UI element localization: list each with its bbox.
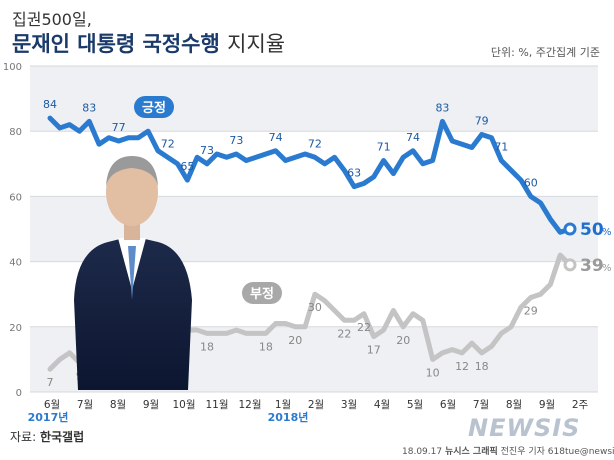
end-marker [563, 258, 577, 272]
data-label: 20 [288, 334, 302, 347]
x-tick-label: 2월 [308, 399, 324, 411]
data-label: 20 [396, 334, 410, 347]
x-tick-label: 7월 [473, 399, 489, 411]
data-label: 17 [367, 344, 381, 357]
credit: 18.09.17 뉴시스 그래픽 전진우 기자 618tue@newsis.co… [402, 444, 614, 457]
x-tick-label: 2주 [572, 399, 589, 411]
data-label: 74 [269, 131, 283, 144]
x-tick-label: 1월 [275, 399, 291, 411]
data-label: 73 [200, 144, 214, 157]
x-tick-label: 12월 [238, 399, 261, 411]
x-tick-label: 8월 [506, 399, 522, 411]
data-label: 83 [82, 101, 96, 114]
legend-badge [242, 282, 282, 304]
x-tick-label: 5월 [407, 399, 423, 411]
source-value: 한국갤럽 [39, 430, 85, 444]
end-value-label: 50 [580, 220, 604, 240]
data-label: 71 [377, 141, 391, 154]
x-tick-label: 6월 [44, 399, 60, 411]
y-tick-label: 60 [9, 192, 22, 203]
x-tick-label: 3월 [341, 399, 357, 411]
data-label: 29 [524, 304, 538, 317]
x-tick-label: 4월 [374, 399, 390, 411]
data-label: 10 [426, 366, 440, 379]
source-label: 자료: [10, 430, 37, 444]
title-subtitle2: 지지율 [227, 32, 286, 56]
series-line [47, 115, 573, 235]
title-subtitle: 국정수행 [142, 32, 220, 56]
x-tick-label: 9월 [143, 399, 159, 411]
y-tick-label: 20 [9, 323, 22, 334]
grid-band [30, 66, 598, 132]
data-label: 18 [200, 340, 214, 353]
data-label: 22 [357, 321, 371, 334]
page-title: 문재인 대통령 국정수행 지지율 [12, 28, 285, 58]
end-value-label: 39 [580, 256, 604, 276]
credit-date: 18.09.17 [402, 447, 443, 457]
data-label: 74 [406, 131, 420, 144]
credit-org: 뉴시스 그래픽 [444, 447, 498, 457]
y-tick-label: 0 [16, 388, 22, 399]
legend-label: 부정 [250, 286, 274, 302]
x-tick-label: 6월 [440, 399, 456, 411]
title-main-text: 문재인 대통령 [12, 32, 136, 56]
data-label: 22 [337, 327, 351, 340]
x-tick-label: 10월 [172, 399, 195, 411]
president-photo [74, 156, 192, 390]
x-tick-label: 9월 [539, 399, 555, 411]
data-label: 73 [229, 134, 243, 147]
pretitle: 집권500일, [12, 10, 92, 29]
data-label: 79 [475, 114, 489, 127]
year-label: 2018년 [268, 410, 309, 424]
data-label: 84 [43, 98, 57, 111]
data-label: 63 [347, 167, 361, 180]
x-tick-label: 7월 [77, 399, 93, 411]
legend-label: 긍정 [142, 100, 166, 116]
y-tick-label: 80 [9, 127, 22, 138]
x-tick-label: 11월 [205, 399, 228, 411]
year-label: 2017년 [28, 410, 69, 424]
data-label: 83 [435, 101, 449, 114]
data-label: 12 [455, 360, 469, 373]
data-label: 30 [308, 301, 322, 314]
data-label: 60 [524, 176, 538, 189]
legend-badge [134, 96, 174, 118]
unit-label: 단위: %, 주간집계 기준 [490, 46, 600, 59]
x-tick-label: 8월 [110, 399, 126, 411]
end-marker [563, 222, 577, 236]
data-label: 18 [259, 340, 273, 353]
data-label: 18 [475, 360, 489, 373]
credit-author: 전진우 기자 618tue@newsis.com [500, 447, 614, 457]
data-label: 77 [112, 121, 126, 134]
source: 자료: 한국갤럽 [10, 428, 84, 445]
data-label: 71 [494, 141, 508, 154]
y-tick-label: 100 [3, 62, 22, 73]
data-label: 65 [180, 160, 194, 173]
data-label: 72 [161, 137, 175, 150]
y-tick-label: 40 [9, 258, 22, 269]
data-label: 72 [308, 137, 322, 150]
data-label: 7 [47, 376, 54, 389]
end-value-unit: % [602, 227, 612, 238]
newsis-logo: NEWSIS [468, 414, 581, 442]
end-value-unit: % [602, 263, 612, 274]
